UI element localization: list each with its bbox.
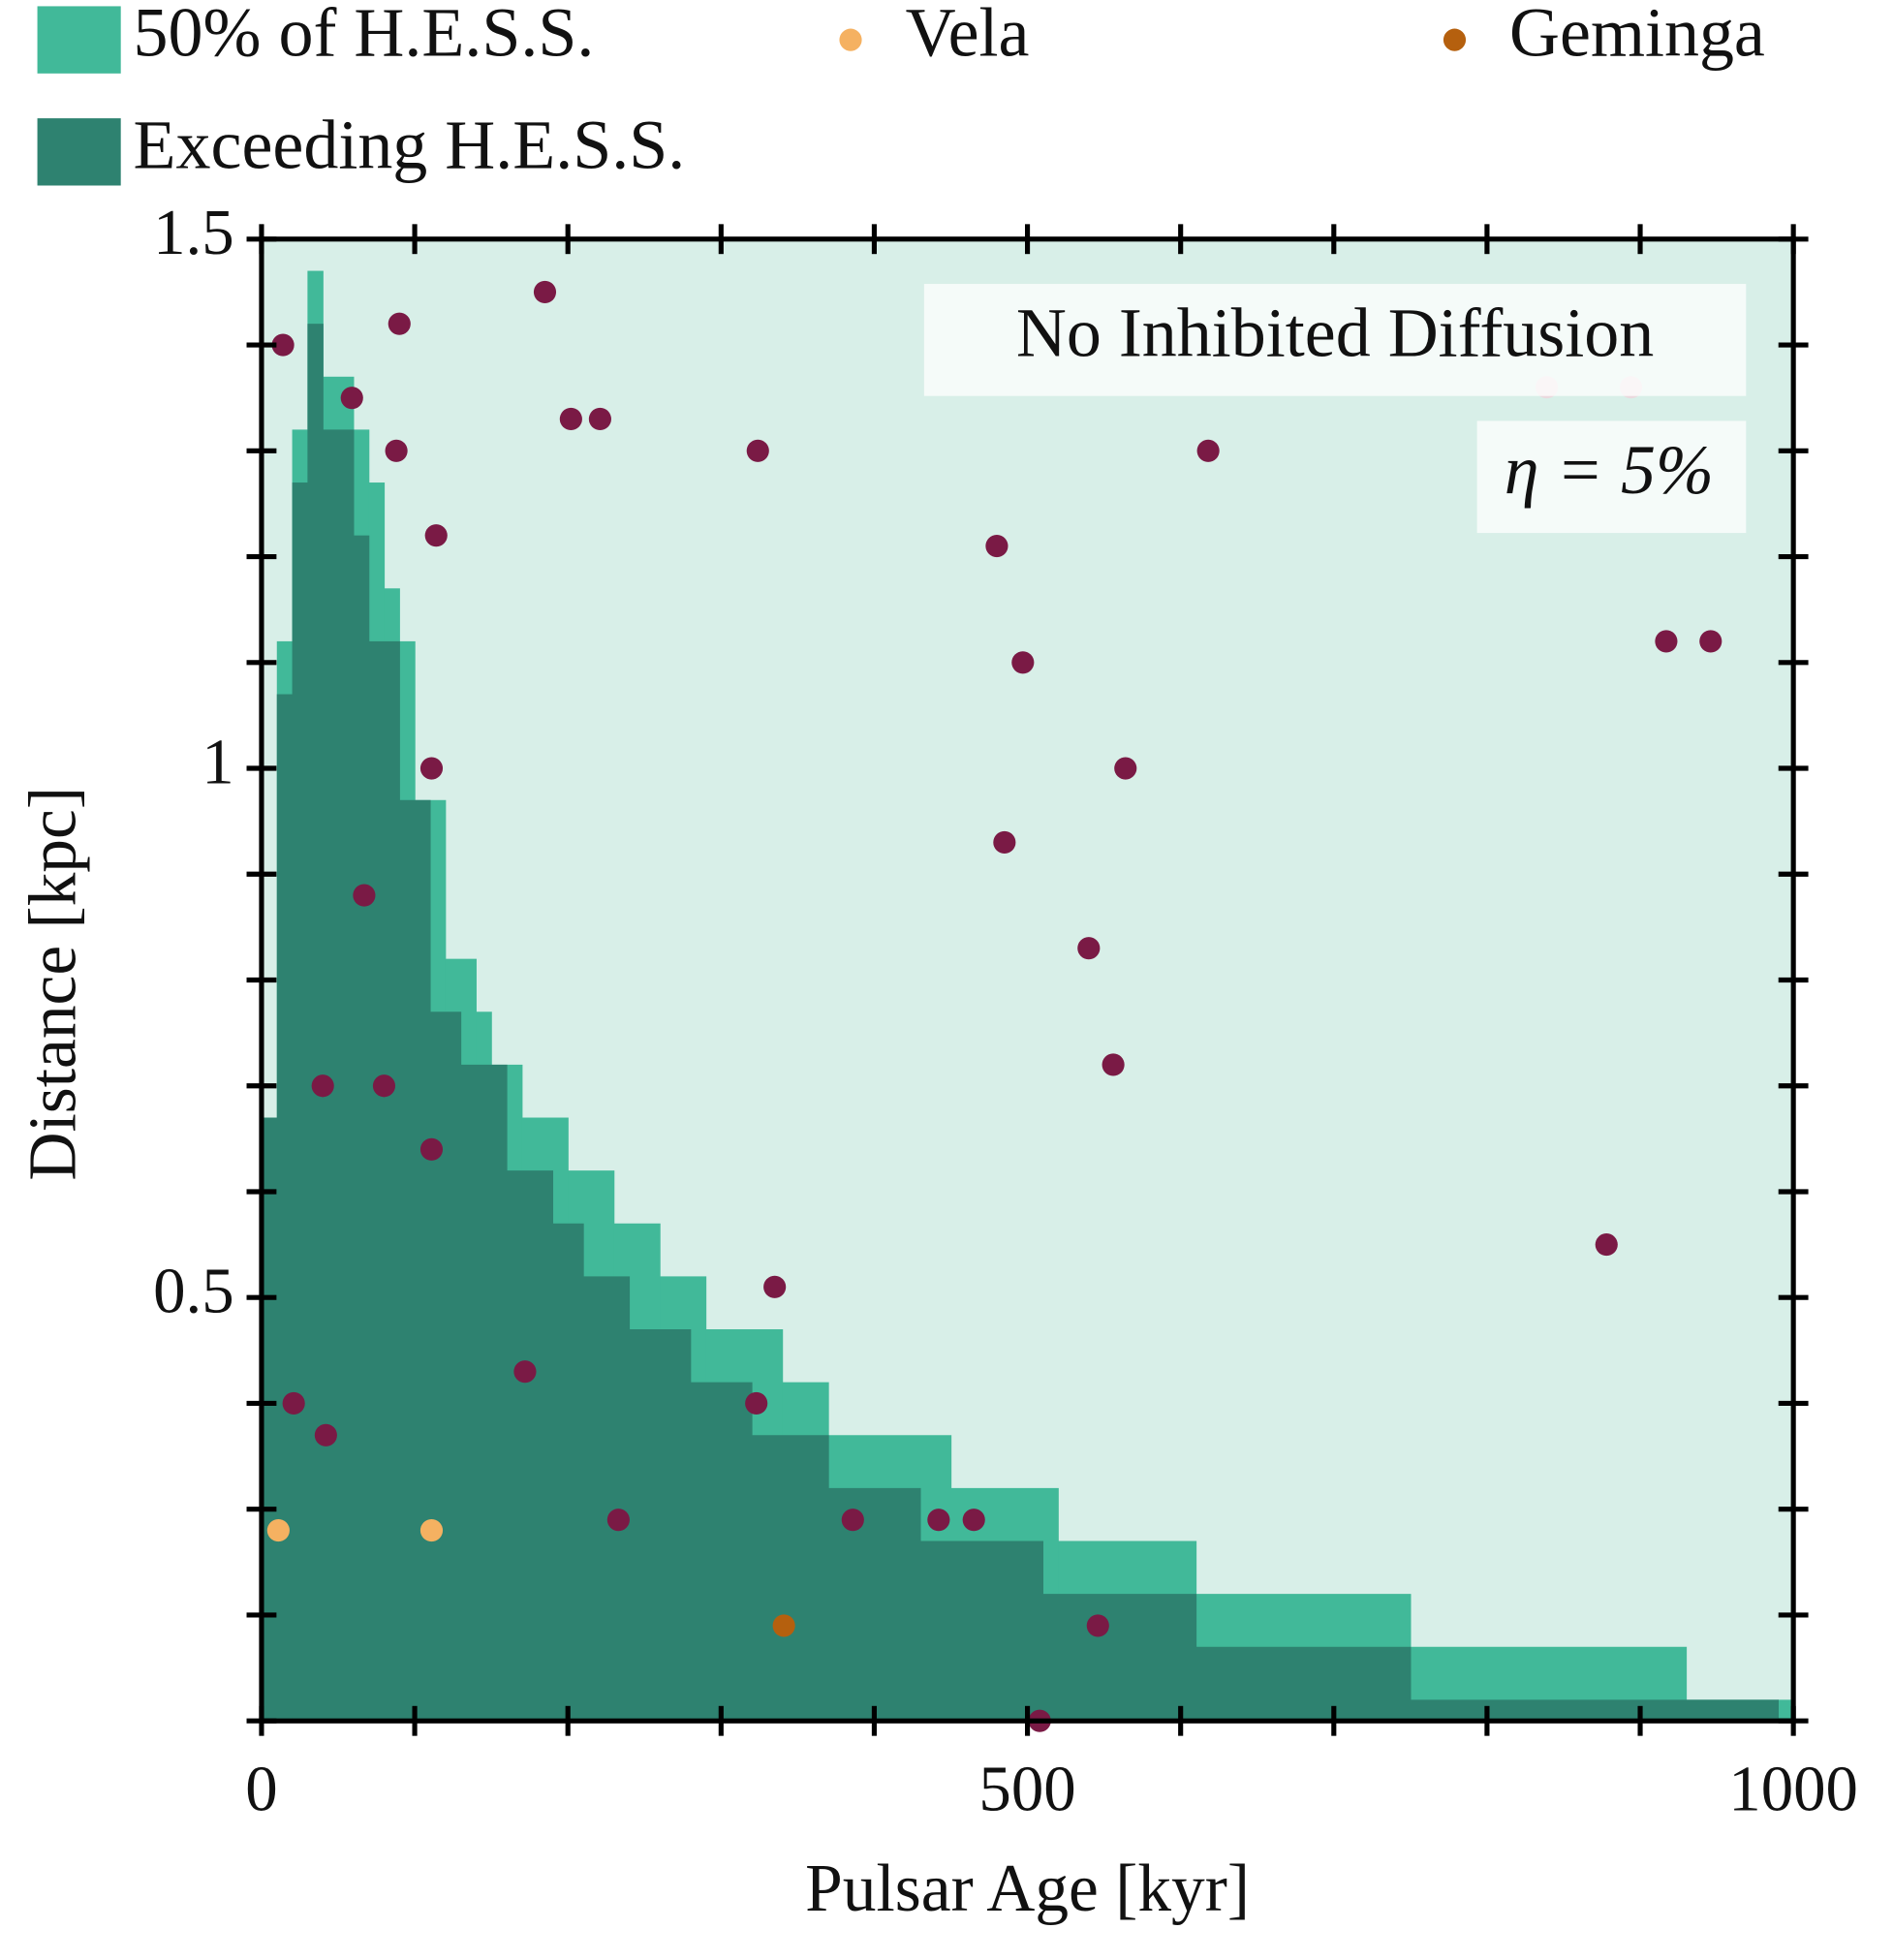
data-point [1086, 1614, 1109, 1637]
histogram-bar [919, 1540, 1044, 1722]
annotation: η = 5% [1505, 431, 1714, 509]
data-point [588, 407, 611, 431]
data-point [266, 1519, 290, 1542]
legend-swatch [37, 6, 121, 74]
histogram-bar [1410, 1699, 1779, 1722]
histogram-bar [583, 1276, 631, 1722]
annotation: No Inhibited Diffusion [1016, 294, 1654, 371]
data-point [1595, 1233, 1618, 1257]
data-point [385, 439, 408, 462]
data-point [927, 1509, 950, 1532]
data-point [271, 333, 295, 357]
histogram-bar [690, 1382, 753, 1722]
annotation-box [1476, 420, 1747, 534]
histogram-bar [368, 640, 400, 1722]
x-axis-label: Pulsar Age [kyr] [805, 1851, 1250, 1926]
data-point [282, 1391, 305, 1416]
data-point [340, 387, 363, 410]
data-point [424, 524, 448, 547]
data-point [1114, 757, 1137, 780]
histogram-bar [629, 1329, 692, 1722]
data-point [745, 1391, 768, 1416]
annotation-box [923, 284, 1747, 396]
data-point [746, 439, 769, 462]
data-point [763, 1275, 787, 1298]
histogram-bar [828, 1487, 921, 1722]
y-tick-label: 0.5 [153, 1256, 234, 1327]
histogram-bar [751, 1435, 829, 1722]
data-point [1011, 651, 1035, 674]
x-tick-label: 0 [245, 1754, 277, 1825]
histogram-bar [323, 429, 355, 1722]
histogram-bar [307, 324, 324, 1722]
histogram-bar [292, 482, 309, 1722]
histogram-bar [552, 1223, 584, 1722]
histogram-bar [1195, 1646, 1412, 1722]
legend-swatch [37, 118, 121, 186]
x-tick-label: 500 [978, 1754, 1075, 1825]
data-point [314, 1423, 337, 1447]
data-point [372, 1074, 396, 1098]
histogram-bar [460, 1064, 508, 1722]
histogram-bar [506, 1170, 554, 1722]
histogram-bar [276, 694, 294, 1722]
data-point [962, 1509, 985, 1532]
histogram-bar [399, 799, 431, 1722]
legend-label: Geminga [1509, 0, 1765, 72]
data-point [559, 407, 582, 431]
data-point [1699, 630, 1722, 653]
data-point [353, 884, 376, 907]
legend-label: Exceeding H.E.S.S. [134, 106, 686, 183]
x-tick-label: 1000 [1728, 1754, 1858, 1825]
data-point [1196, 439, 1220, 462]
legend-label: Vela [906, 0, 1030, 72]
data-point [419, 1519, 444, 1542]
data-point [513, 1360, 537, 1384]
data-point [606, 1509, 630, 1532]
y-axis-label: Distance [kpc] [16, 787, 91, 1181]
data-point [1102, 1053, 1125, 1076]
data-point [1655, 630, 1678, 653]
y-tick-label: 1.5 [153, 197, 234, 268]
data-point [419, 1137, 444, 1161]
legend-marker [839, 28, 862, 51]
data-point [1077, 937, 1101, 960]
legend-marker [1443, 28, 1467, 51]
histogram-bar [1778, 1699, 1794, 1722]
data-point [311, 1074, 334, 1098]
data-point [841, 1509, 864, 1532]
data-point [419, 757, 444, 780]
histogram-bar [429, 1011, 462, 1722]
data-point [388, 312, 411, 335]
data-point [772, 1614, 795, 1637]
histogram-bar [1042, 1594, 1197, 1722]
histogram-bar [261, 1117, 278, 1722]
legend-label: 50% of H.E.S.S. [134, 0, 595, 72]
data-point [985, 535, 1009, 558]
data-point [533, 280, 557, 303]
y-tick-label: 1 [202, 726, 233, 797]
data-point [993, 830, 1016, 855]
histogram-bar [353, 535, 370, 1722]
